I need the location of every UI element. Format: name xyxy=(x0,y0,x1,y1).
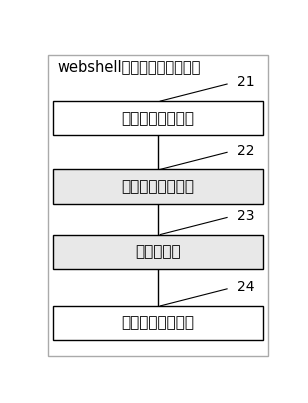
FancyBboxPatch shape xyxy=(53,306,263,340)
Text: 22: 22 xyxy=(237,144,254,158)
FancyBboxPatch shape xyxy=(53,101,263,135)
Text: 虚拟机模块: 虚拟机模块 xyxy=(135,244,181,259)
Text: 语言类别识别模块: 语言类别识别模块 xyxy=(121,111,194,126)
Text: 恶意代码判断模块: 恶意代码判断模块 xyxy=(121,316,194,330)
FancyBboxPatch shape xyxy=(53,235,263,269)
FancyBboxPatch shape xyxy=(53,169,263,204)
Text: 中间代码生成模块: 中间代码生成模块 xyxy=(121,179,194,194)
Text: 21: 21 xyxy=(237,75,254,89)
Text: 23: 23 xyxy=(237,209,254,223)
FancyBboxPatch shape xyxy=(48,54,268,355)
Text: webshell变形的静态检测装置: webshell变形的静态检测装置 xyxy=(58,59,201,74)
Text: 24: 24 xyxy=(237,280,254,294)
